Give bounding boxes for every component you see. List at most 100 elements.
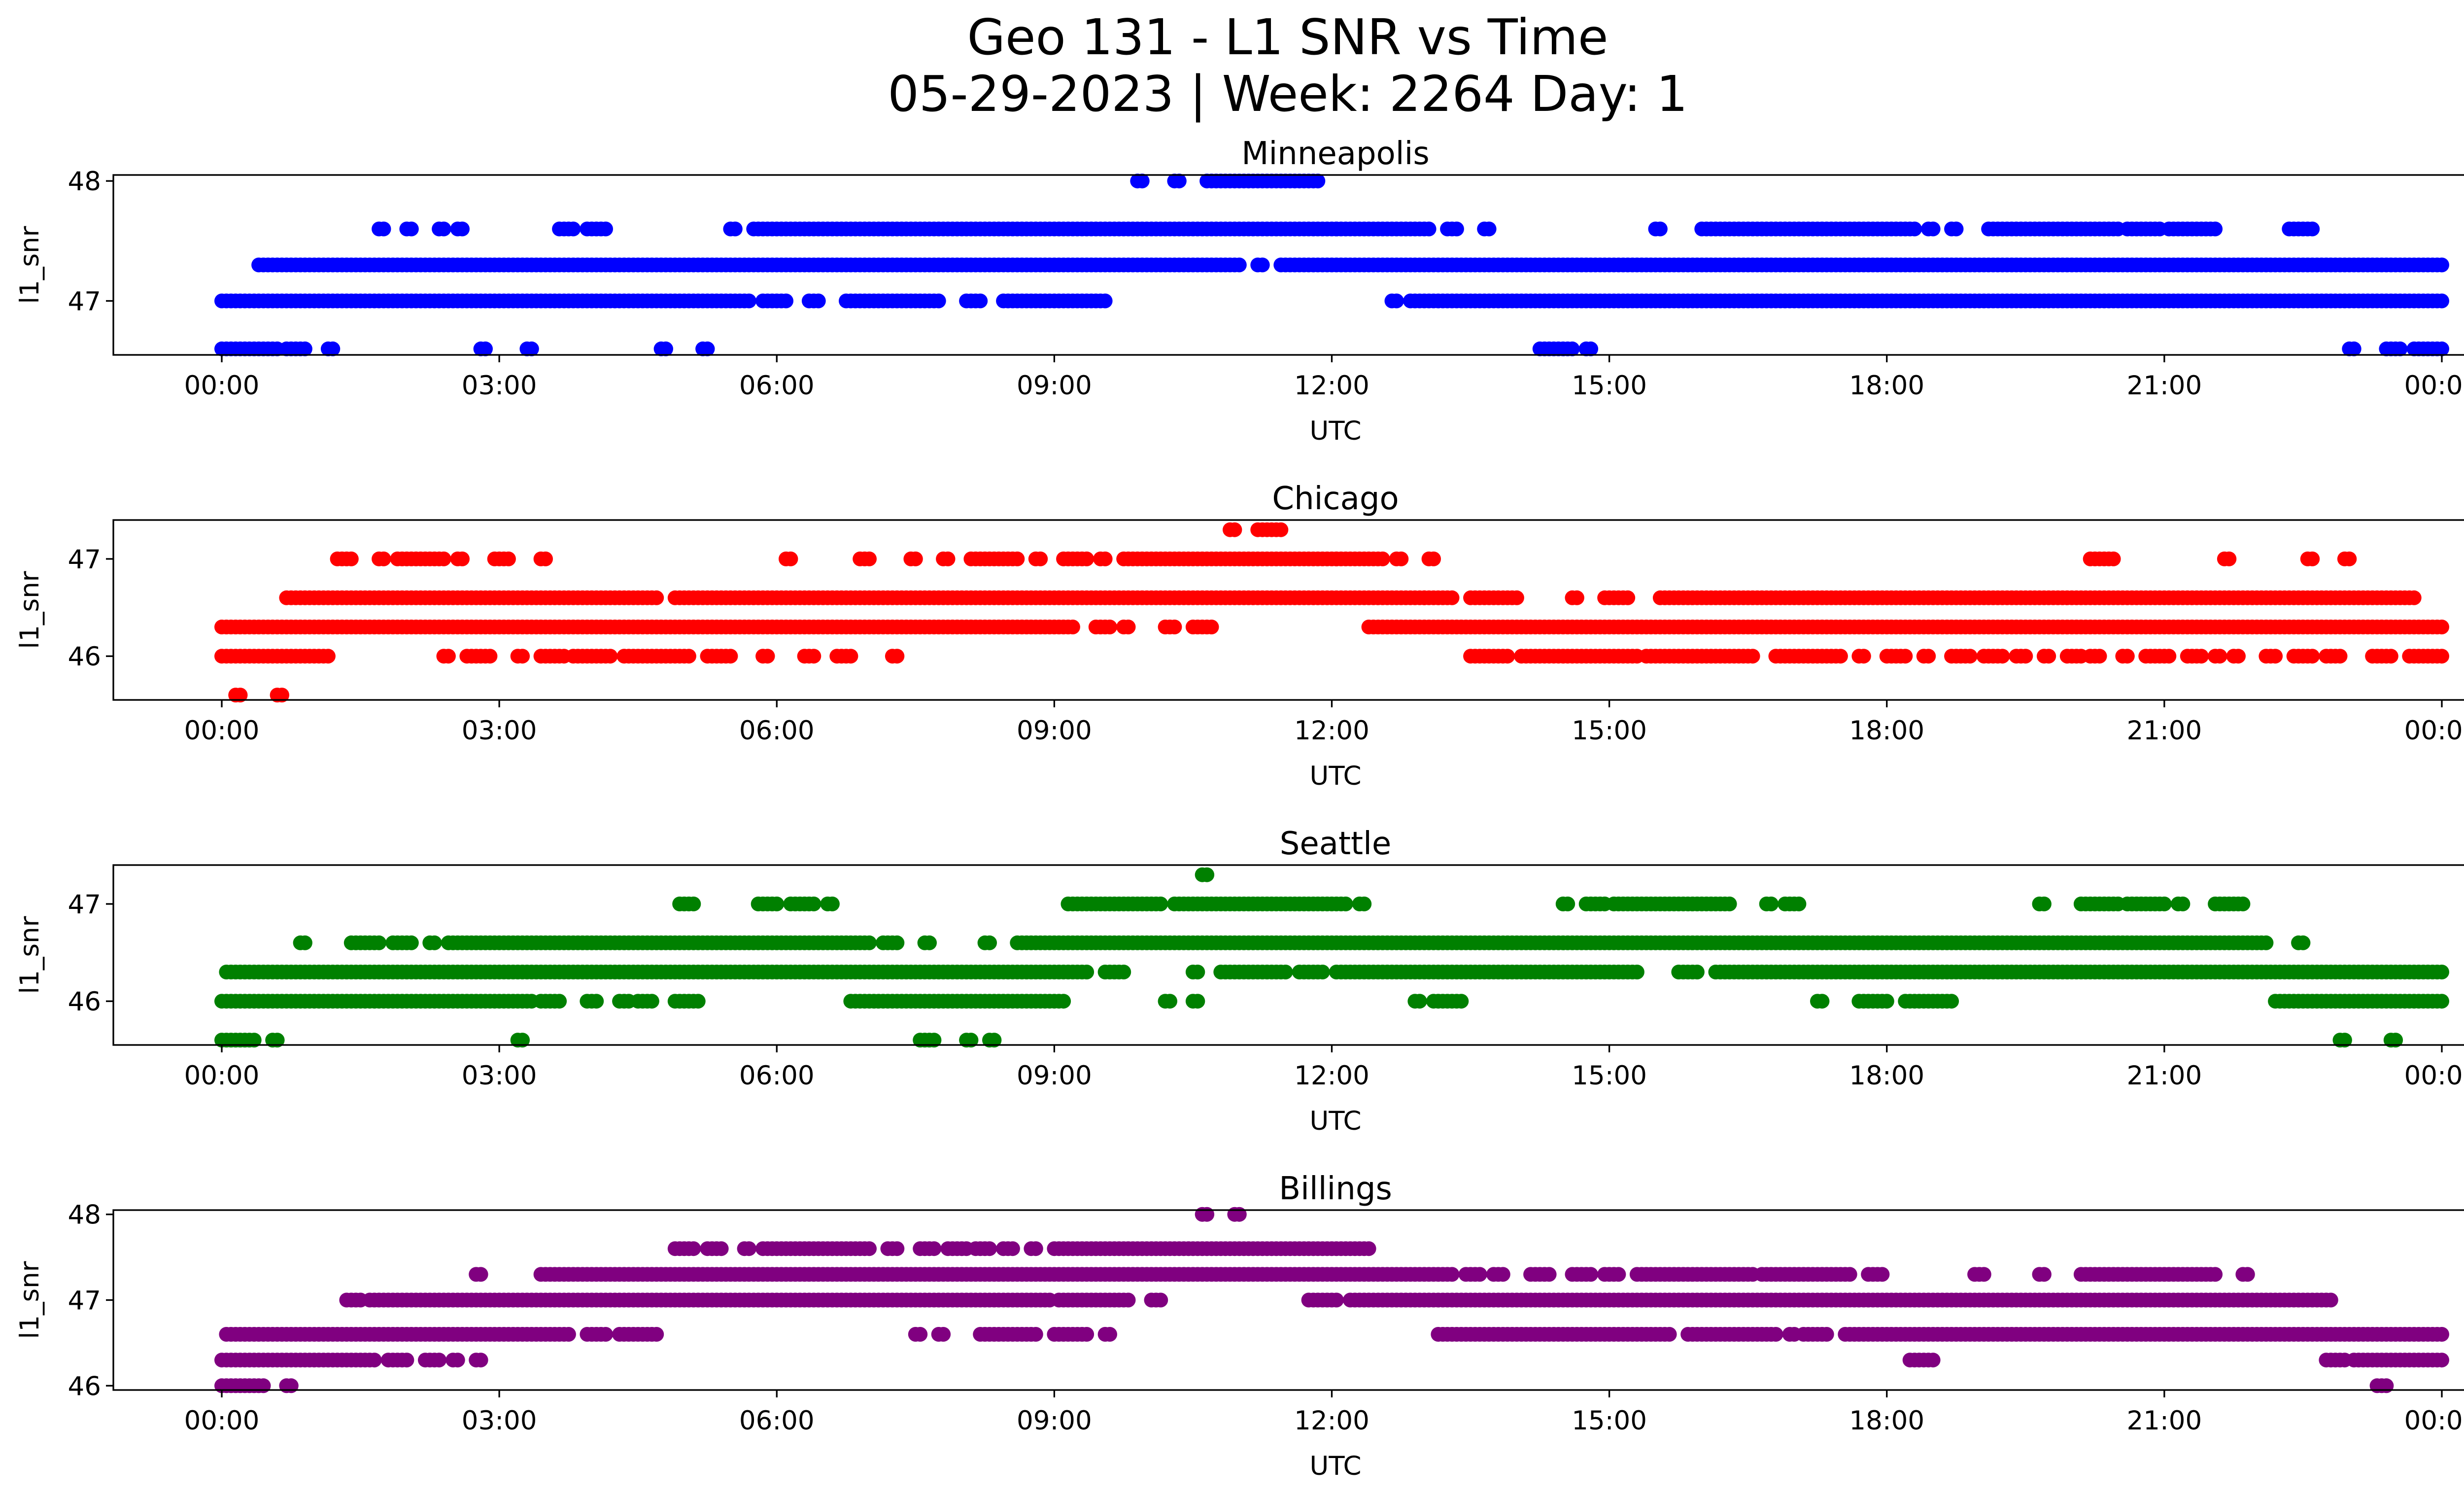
data-point (908, 551, 923, 566)
scatter-points (214, 522, 2449, 703)
data-point (1204, 620, 1219, 634)
data-point (2092, 649, 2107, 664)
data-point (1010, 551, 1025, 566)
data-point (473, 1267, 488, 1282)
x-tick-label: 18:00 (1849, 371, 1924, 401)
data-point (399, 1353, 414, 1368)
data-point (2323, 1292, 2338, 1308)
data-point (501, 551, 516, 566)
data-point (1121, 620, 1136, 634)
data-point (1134, 174, 1150, 189)
data-point (1689, 965, 1705, 979)
subplot-title: Seattle (1280, 826, 1392, 862)
data-point (455, 221, 470, 237)
data-point (1842, 1267, 1857, 1282)
data-point (1791, 896, 1807, 911)
data-point (320, 649, 336, 664)
x-tick-label: 12:00 (1294, 1061, 1369, 1091)
data-point (1898, 649, 1913, 664)
data-point (806, 896, 821, 911)
data-point (1361, 1241, 1376, 1256)
data-point (922, 935, 937, 950)
y-axis-label: l1_snr (15, 226, 45, 304)
data-point (658, 341, 673, 356)
data-point (913, 1327, 928, 1342)
data-point (1278, 965, 1293, 979)
x-tick-label: 21:00 (2127, 1061, 2202, 1091)
x-axis-label: UTC (1309, 1451, 1361, 1481)
data-point (1481, 221, 1497, 237)
data-point (1079, 1327, 1095, 1342)
data-point (1375, 551, 1390, 566)
data-point (1102, 620, 1117, 634)
x-tick-label: 00:00 (184, 1061, 260, 1091)
data-point (931, 293, 946, 309)
data-point (404, 935, 419, 950)
data-point (436, 221, 451, 237)
data-point (1745, 649, 1760, 664)
subplot-title: Minneapolis (1241, 136, 1429, 172)
data-point (1056, 994, 1071, 1009)
data-point (1199, 867, 1215, 882)
data-point (2434, 649, 2449, 664)
data-point (598, 221, 613, 237)
data-point (1509, 590, 1524, 605)
data-point (1028, 1241, 1043, 1256)
data-point (940, 551, 956, 566)
data-point (1921, 649, 1936, 664)
data-point (2222, 551, 2237, 566)
data-point (1949, 221, 1964, 237)
data-point (441, 649, 456, 664)
data-point (2393, 341, 2408, 356)
figure-title-line1: Geo 131 - L1 SNR vs Time (967, 8, 1608, 66)
data-point (1190, 965, 1205, 979)
data-point (1171, 174, 1187, 189)
x-tick-label: 18:00 (1849, 1061, 1924, 1091)
data-point (2434, 620, 2449, 634)
data-point (1232, 1207, 1247, 1222)
x-tick-label: 06:00 (739, 716, 815, 746)
data-point (723, 649, 738, 664)
x-tick-label: 18:00 (1849, 716, 1924, 746)
scatter-points (214, 867, 2449, 1048)
y-tick-label: 47 (68, 890, 101, 920)
data-point (1879, 994, 1894, 1009)
x-tick-label: 21:00 (2127, 716, 2202, 746)
axes-frame (112, 519, 2464, 701)
data-point (2156, 896, 2172, 911)
data-point (741, 293, 756, 309)
x-tick-label: 00:00 (2404, 371, 2464, 401)
data-point (1444, 590, 1460, 605)
data-point (1357, 896, 1372, 911)
data-point (806, 649, 821, 664)
data-point (649, 590, 664, 605)
data-point (2175, 896, 2190, 911)
data-point (2346, 341, 2361, 356)
data-point (769, 896, 785, 911)
data-point (973, 293, 988, 309)
data-point (1652, 221, 1668, 237)
data-point (2295, 935, 2311, 950)
data-point (1163, 994, 1177, 1009)
data-point (760, 649, 775, 664)
data-point (1976, 1267, 1991, 1282)
data-point (2434, 293, 2449, 309)
data-point (432, 1353, 447, 1368)
data-point (843, 649, 858, 664)
data-point (376, 551, 391, 566)
data-point (436, 551, 451, 566)
data-point (890, 935, 905, 950)
data-point (824, 896, 840, 911)
data-point (1412, 994, 1427, 1009)
data-point (2212, 649, 2227, 664)
data-point (1449, 221, 1464, 237)
data-point (343, 551, 359, 566)
data-point (1121, 1292, 1136, 1308)
x-tick-label: 00:00 (2404, 716, 2464, 746)
data-point (1310, 174, 1326, 189)
data-point (741, 1241, 756, 1256)
data-point (2194, 649, 2209, 664)
data-point (2161, 649, 2177, 664)
